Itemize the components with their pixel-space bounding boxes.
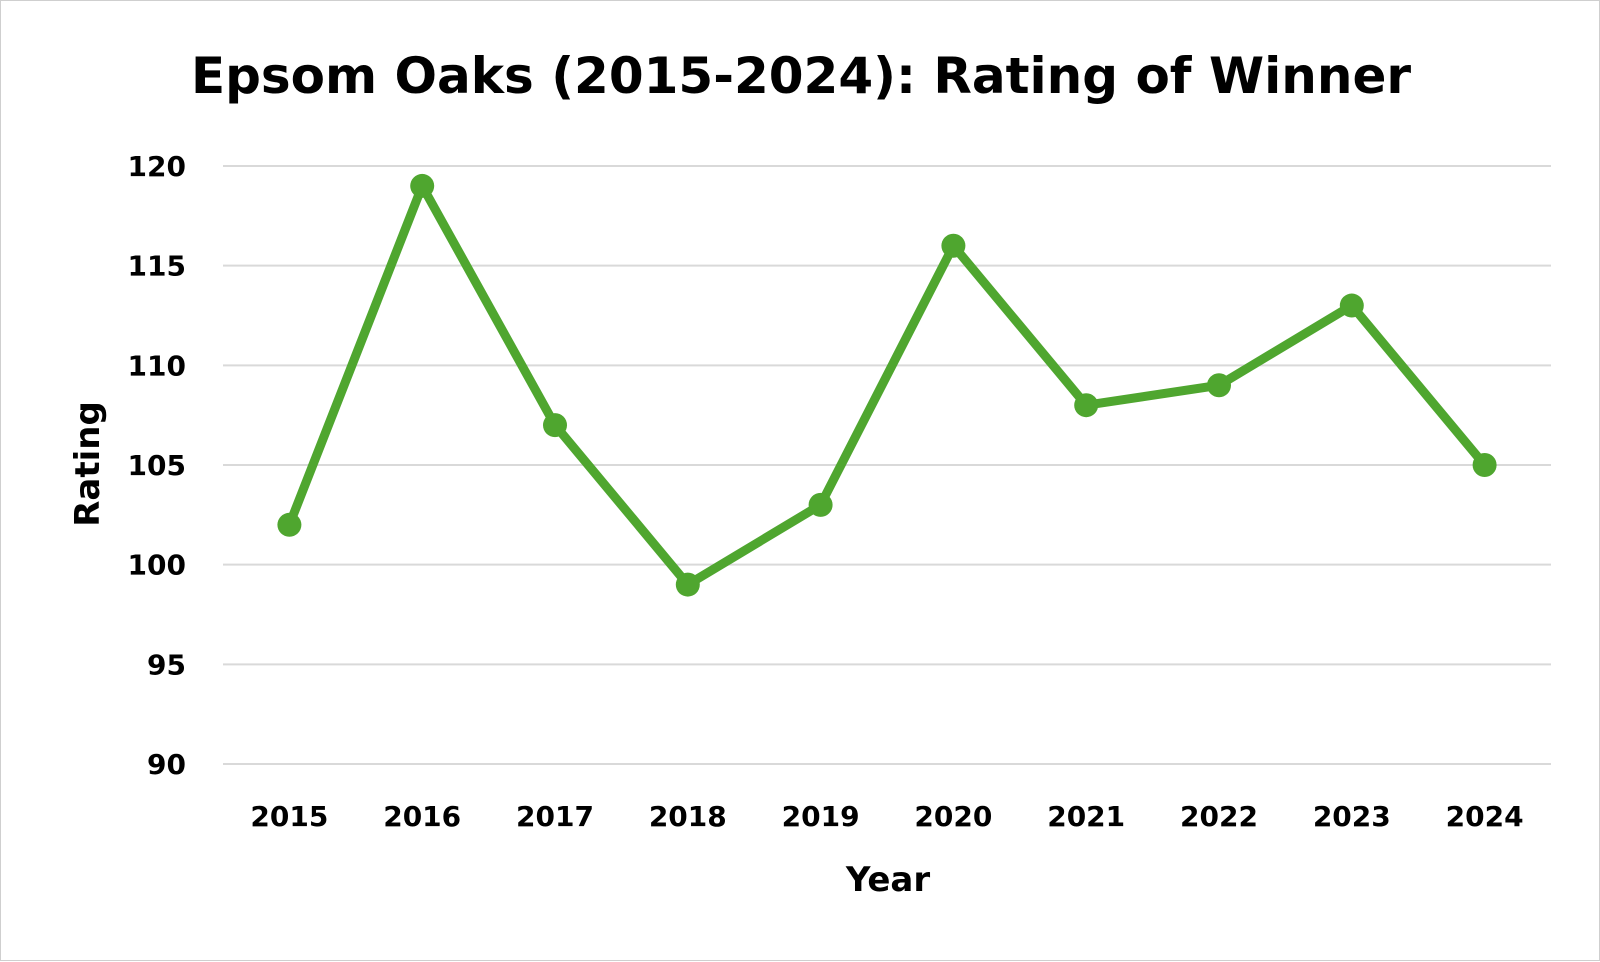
y-tick-label: 100: [128, 549, 186, 582]
data-point-2017: [543, 413, 567, 438]
x-tick-label: 2023: [1313, 800, 1391, 833]
x-tick-label: 2017: [516, 800, 594, 833]
x-axis-title: Year: [845, 860, 931, 900]
x-tick-label: 2020: [914, 800, 992, 833]
x-tick-label: 2021: [1047, 800, 1125, 833]
data-point-2019: [808, 492, 833, 517]
data-point-2024: [1472, 453, 1497, 477]
y-tick-label: 120: [128, 150, 186, 183]
chart-title: Epsom Oaks (2015-2024): Rating of Winner: [191, 47, 1411, 105]
data-point-2018: [675, 572, 700, 597]
y-tick-label: 105: [128, 449, 186, 482]
y-tick-label: 115: [128, 250, 186, 283]
x-tick-label: 2024: [1446, 800, 1524, 833]
y-tick-label: 110: [128, 349, 186, 382]
y-axis-title: Rating: [68, 401, 108, 527]
data-point-2022: [1207, 373, 1231, 398]
y-tick-label: 95: [147, 648, 186, 681]
y-tick-label: 90: [147, 748, 186, 781]
data-point-2020: [941, 233, 966, 258]
data-point-2023: [1339, 293, 1364, 318]
y-axis-ticks: 90 95 100 105 110 115 120: [128, 150, 186, 781]
data-point-2015: [277, 512, 302, 537]
x-axis-ticks: 2015 2016 2017 2018 2019 2020 2021 2022 2023 2024: [250, 800, 1523, 833]
x-tick-label: 2015: [250, 800, 328, 833]
series-line: [284, 181, 1490, 590]
gridlines: [223, 165, 1551, 765]
x-tick-label: 2019: [782, 800, 860, 833]
x-tick-label: 2022: [1180, 800, 1258, 833]
x-tick-label: 2018: [649, 800, 727, 833]
data-point-2016: [410, 173, 435, 198]
series-group: [277, 173, 1497, 597]
x-tick-label: 2016: [383, 800, 461, 833]
data-point-2021: [1074, 393, 1099, 418]
